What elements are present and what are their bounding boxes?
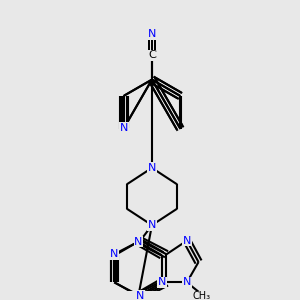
Text: C: C xyxy=(148,50,156,60)
Text: CH₃: CH₃ xyxy=(192,291,211,300)
Text: N: N xyxy=(134,237,142,247)
Text: N: N xyxy=(148,29,156,39)
Text: N: N xyxy=(158,278,166,287)
Text: N: N xyxy=(136,291,145,300)
Text: N: N xyxy=(110,249,118,259)
Text: N: N xyxy=(148,163,156,173)
Text: N: N xyxy=(148,220,156,230)
Text: N: N xyxy=(120,123,128,133)
Text: N: N xyxy=(183,278,191,287)
Text: N: N xyxy=(119,124,128,134)
Text: N: N xyxy=(183,236,191,246)
Text: C: C xyxy=(148,50,156,60)
Text: N: N xyxy=(148,29,156,39)
